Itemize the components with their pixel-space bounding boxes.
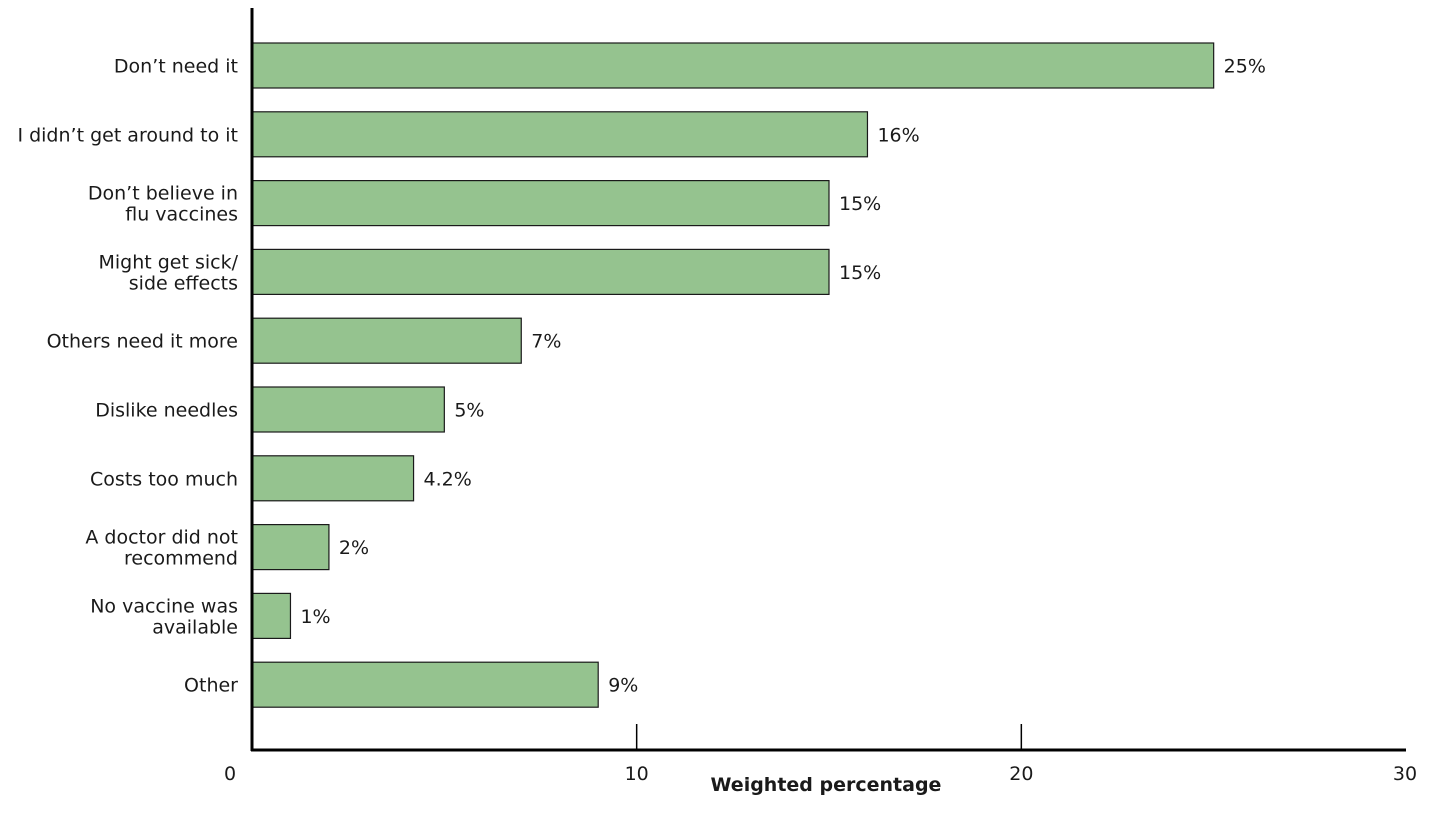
axes-layer: 0 10 20 30 <box>224 8 1417 785</box>
bar <box>251 317 522 364</box>
x-tick-label: 20 <box>1009 763 1033 785</box>
bar <box>251 455 415 502</box>
category-label: Don’t believe in flu vaccines <box>88 183 238 226</box>
category-label: Don’t need it <box>114 56 238 78</box>
data-label: 15% <box>839 262 881 284</box>
data-label: 5% <box>454 400 484 422</box>
category-label: Other <box>184 675 238 697</box>
bar <box>251 248 830 295</box>
category-label: A doctor did not recommend <box>85 527 238 570</box>
category-label: Dislike needles <box>95 400 238 422</box>
x-tick-label: 0 <box>224 763 236 785</box>
data-label: 25% <box>1224 56 1266 78</box>
x-tick-label: 30 <box>1393 763 1417 785</box>
bar <box>251 386 445 433</box>
data-label: 15% <box>839 193 881 215</box>
bars-layer <box>251 42 1215 708</box>
category-label: I didn’t get around to it <box>17 124 238 146</box>
bar <box>251 180 830 227</box>
category-label: Might get sick/side effects <box>98 251 238 294</box>
bar <box>251 42 1215 89</box>
data-label: 9% <box>608 675 638 697</box>
x-tick-label: 10 <box>625 763 649 785</box>
category-label: No vaccine was available <box>90 595 238 638</box>
category-label: Others need it more <box>47 331 238 353</box>
bar <box>251 523 330 571</box>
x-axis-title: Weighted percentage <box>711 774 942 796</box>
labels-layer: 25% Don’t need it 16% I didn’t get around t… <box>17 56 1265 697</box>
bar <box>251 111 869 158</box>
category-label: Costs too much <box>90 468 238 490</box>
bar <box>251 592 292 640</box>
data-label: 16% <box>877 124 919 146</box>
data-label: 7% <box>531 331 561 353</box>
data-label: 4.2% <box>424 468 472 490</box>
bar <box>251 661 599 708</box>
data-label: 2% <box>339 537 369 559</box>
data-label: 1% <box>300 606 330 628</box>
